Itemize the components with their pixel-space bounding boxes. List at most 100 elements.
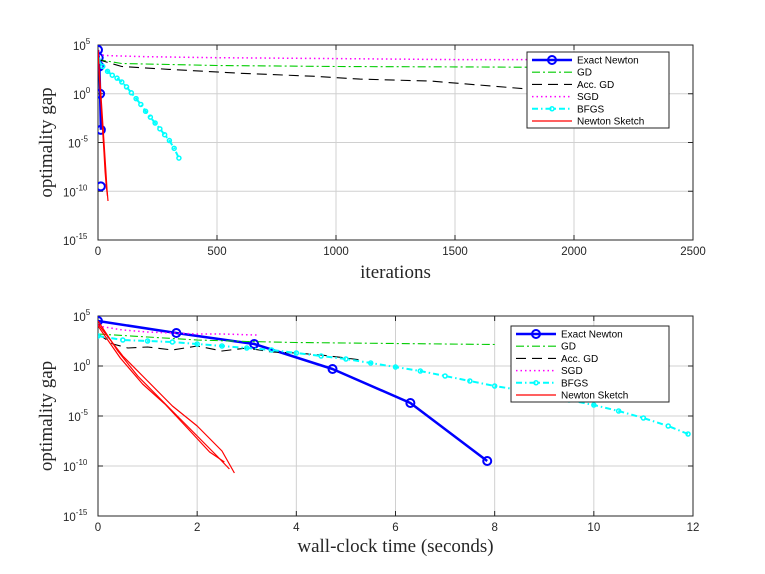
x-tick-label: 0 bbox=[95, 522, 101, 534]
legend-label-sgd: SGD bbox=[577, 92, 599, 103]
series-bfgs-point bbox=[152, 120, 158, 126]
y-tick-label: 105 bbox=[73, 37, 91, 53]
y-tick-label: 10-5 bbox=[68, 135, 88, 151]
y-tick-label: 100 bbox=[73, 86, 91, 102]
series-bfgs-point bbox=[144, 338, 151, 344]
series-bfgs-point bbox=[343, 356, 349, 362]
legend-label-gd: GD bbox=[561, 342, 576, 353]
plot-area bbox=[98, 316, 691, 474]
x-axis-label: wall-clock time (seconds) bbox=[297, 536, 493, 557]
series-bfgs-point bbox=[268, 347, 275, 353]
series-bfgs-point bbox=[417, 368, 424, 374]
y-tick-label: 105 bbox=[73, 308, 91, 324]
series-exact-newton-line bbox=[98, 319, 488, 462]
series-exact-newton-point bbox=[327, 364, 338, 374]
legend-label-acc-gd: Acc. GD bbox=[577, 80, 614, 91]
series-newton-sketch-line bbox=[98, 325, 225, 463]
series-bfgs-point bbox=[157, 126, 163, 132]
series-bfgs-point bbox=[640, 415, 647, 421]
series-acc-gd-line bbox=[98, 59, 579, 93]
series-bfgs-point bbox=[244, 345, 250, 351]
panel-wall-clock: 0 2 4 6 8 10 12 105 100 10-5 10-10 10-15 wall-clock … bbox=[36, 308, 699, 557]
series-bfgs-point bbox=[147, 114, 154, 120]
y-axis-label: optimality gap bbox=[36, 361, 57, 471]
series-bfgs-line bbox=[98, 59, 180, 159]
series-exact-newton-point bbox=[171, 328, 182, 338]
x-tick-label: 500 bbox=[207, 246, 226, 258]
series-bfgs-point bbox=[133, 95, 139, 102]
legend-label-exact-newton: Exact Newton bbox=[561, 330, 623, 341]
series-bfgs-point bbox=[491, 383, 498, 389]
series-bfgs-point bbox=[171, 145, 177, 152]
series-bfgs-point bbox=[685, 431, 691, 437]
legend-label-sgd: SGD bbox=[561, 366, 583, 377]
series-exact-newton-point bbox=[98, 316, 103, 326]
series-bfgs-point bbox=[392, 364, 399, 370]
x-tick-label: 12 bbox=[687, 522, 700, 534]
y-tick-label: 10-15 bbox=[63, 232, 88, 248]
x-tick-label: 4 bbox=[293, 522, 300, 534]
y-tick-label: 10-5 bbox=[68, 408, 88, 424]
series-bfgs-point bbox=[318, 353, 324, 359]
series-bfgs-line bbox=[98, 335, 689, 435]
series-bfgs-point bbox=[100, 63, 106, 70]
legend-marker bbox=[547, 55, 557, 65]
legend-marker bbox=[549, 106, 555, 112]
series-exact-newton-point bbox=[98, 124, 106, 135]
x-tick-label: 6 bbox=[392, 522, 398, 534]
series-bfgs-point bbox=[142, 108, 149, 115]
legend-marker bbox=[533, 380, 539, 386]
y-tick-label: 100 bbox=[73, 358, 91, 374]
legend-label-acc-gd: Acc. GD bbox=[561, 354, 598, 365]
x-tick-label: 10 bbox=[587, 522, 600, 534]
series-exact-newton-point bbox=[98, 181, 106, 192]
series-newton-sketch-line bbox=[98, 323, 235, 474]
series-exact-newton-point bbox=[482, 456, 493, 466]
series-bfgs-point bbox=[138, 101, 144, 108]
series-bfgs-point bbox=[104, 68, 111, 75]
legend-marker bbox=[531, 329, 541, 339]
series-bfgs-point bbox=[161, 131, 168, 138]
series-exact-newton-point bbox=[405, 398, 416, 408]
x-tick-label: 2000 bbox=[561, 246, 587, 258]
series-exact-newton-point bbox=[249, 339, 260, 349]
series-exact-newton-point bbox=[98, 45, 103, 55]
series-bfgs-point bbox=[293, 350, 300, 356]
series-bfgs-point bbox=[123, 84, 130, 90]
series-acc-gd-line bbox=[98, 333, 361, 361]
x-tick-label: 2 bbox=[194, 522, 200, 534]
legend-label-newton-sketch: Newton Sketch bbox=[577, 117, 644, 128]
series-newton-sketch-line bbox=[98, 320, 230, 470]
series-bfgs-point bbox=[120, 337, 126, 343]
series-bfgs-point bbox=[442, 373, 448, 379]
panel-iterations: 0 500 1000 1500 2000 2500 105 100 10-5 10-10 10-15… bbox=[36, 37, 706, 283]
x-tick-label: 1000 bbox=[323, 246, 349, 258]
series-bfgs-point bbox=[98, 56, 101, 63]
series-bfgs-point bbox=[166, 137, 173, 144]
y-axis-label: optimality gap bbox=[36, 87, 57, 197]
series-bfgs-point bbox=[615, 408, 622, 414]
x-tick-label: 2500 bbox=[680, 246, 706, 258]
series-newton-sketch-line bbox=[98, 49, 109, 202]
legend-label-exact-newton: Exact Newton bbox=[577, 56, 639, 67]
series-bfgs-point bbox=[169, 339, 176, 345]
series-gd-line bbox=[98, 333, 495, 346]
series-bfgs-point bbox=[665, 423, 671, 429]
series-bfgs-point bbox=[467, 378, 473, 384]
x-tick-label: 1500 bbox=[442, 246, 468, 258]
x-axis-label: iterations bbox=[360, 262, 431, 283]
series-bfgs-point bbox=[194, 341, 200, 347]
y-tick-label: 10-15 bbox=[63, 508, 88, 524]
series-bfgs-point bbox=[591, 402, 597, 408]
legend-label-newton-sketch: Newton Sketch bbox=[561, 391, 628, 402]
x-tick-label: 8 bbox=[491, 522, 497, 534]
series-bfgs-point bbox=[119, 79, 125, 85]
y-tick-label: 10-10 bbox=[63, 183, 88, 199]
series-bfgs-point bbox=[176, 155, 182, 161]
series-bfgs-point bbox=[98, 333, 101, 339]
legend-label-bfgs: BFGS bbox=[561, 378, 589, 389]
legend-label-bfgs: BFGS bbox=[577, 104, 605, 115]
